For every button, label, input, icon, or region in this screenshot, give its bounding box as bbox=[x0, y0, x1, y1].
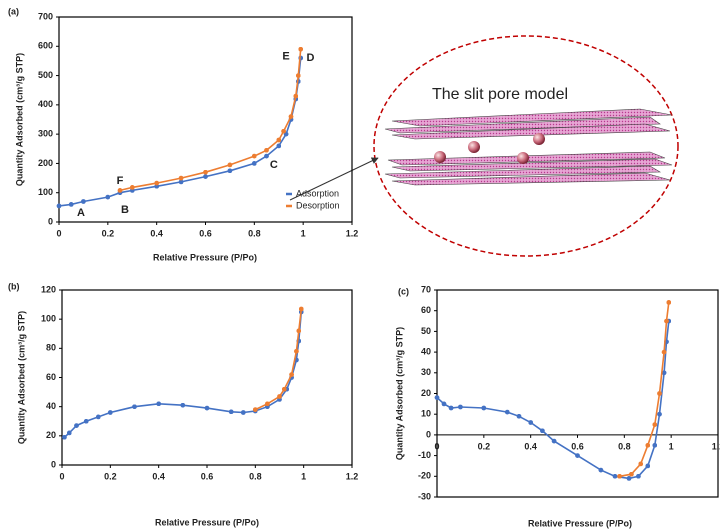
x-tick-label: 0.6 bbox=[571, 441, 584, 451]
y-tick-label: 0 bbox=[426, 429, 431, 439]
slit-layers bbox=[384, 108, 673, 186]
y-tick-label: 100 bbox=[38, 187, 53, 197]
x-tick-label: 0.6 bbox=[201, 471, 214, 481]
y-tick-label: -20 bbox=[418, 471, 431, 481]
x-tick-label: 0.4 bbox=[150, 228, 163, 238]
annotation: C bbox=[270, 159, 278, 171]
y-axis-label: Quantity Adsorbed (cm³/g STP) bbox=[394, 327, 404, 460]
y-tick-label: 50 bbox=[421, 326, 431, 336]
x-tick-label: 1 bbox=[301, 471, 306, 481]
plot-frame bbox=[61, 289, 353, 466]
y-axis-label: Quantity Adsorbed (cm³/g STP) bbox=[16, 311, 26, 444]
annotation: F bbox=[117, 175, 124, 187]
panel-label: (c) bbox=[398, 286, 409, 296]
y-axis-label: Quantity Adsorbed (cm³/g STP) bbox=[14, 53, 24, 186]
y-tick-label: 0 bbox=[51, 459, 56, 469]
annotation: E bbox=[282, 50, 289, 62]
x-tick-label: 0 bbox=[59, 471, 64, 481]
slit-pore-diagram: The slit pore model bbox=[289, 35, 679, 257]
legend-label: Adsorption bbox=[296, 188, 339, 198]
y-tick-label: 70 bbox=[421, 284, 431, 294]
annotation: B bbox=[121, 204, 129, 216]
molecule bbox=[533, 133, 545, 145]
y-tick-label: 700 bbox=[38, 11, 53, 21]
series-line bbox=[252, 306, 304, 412]
y-tick-label: 20 bbox=[421, 388, 431, 398]
y-tick-label: 40 bbox=[421, 346, 431, 356]
arrow bbox=[289, 157, 379, 201]
panel-label: (a) bbox=[8, 6, 19, 16]
x-tick-label: 0.4 bbox=[152, 471, 165, 481]
x-axis-label: Relative Pressure (P/Po) bbox=[153, 252, 257, 262]
y-tick-label: 300 bbox=[38, 129, 53, 139]
y-tick-label: 10 bbox=[421, 409, 431, 419]
x-tick-label: 0.4 bbox=[524, 441, 537, 451]
x-tick-label: 1.2 bbox=[346, 471, 359, 481]
y-tick-label: 400 bbox=[38, 99, 53, 109]
series-line bbox=[117, 46, 304, 193]
annotation: A bbox=[77, 207, 85, 219]
x-axis-label: Relative Pressure (P/Po) bbox=[528, 518, 632, 528]
panel-label: (b) bbox=[8, 281, 20, 291]
series-line bbox=[62, 309, 304, 440]
y-tick-label: 40 bbox=[46, 401, 56, 411]
diagram-title: The slit pore model bbox=[432, 86, 568, 103]
y-tick-label: -30 bbox=[418, 491, 431, 501]
y-tick-label: 30 bbox=[421, 367, 431, 377]
series-line bbox=[617, 300, 672, 479]
x-tick-label: 0.6 bbox=[199, 228, 212, 238]
x-tick-label: 0.8 bbox=[249, 471, 262, 481]
y-tick-label: 20 bbox=[46, 430, 56, 440]
y-tick-label: 200 bbox=[38, 158, 53, 168]
series-line bbox=[56, 55, 304, 209]
y-tick-label: 0 bbox=[48, 216, 53, 226]
y-tick-label: 80 bbox=[46, 343, 56, 353]
y-tick-label: -10 bbox=[418, 450, 431, 460]
x-tick-label: 0.8 bbox=[618, 441, 631, 451]
molecule bbox=[434, 151, 446, 163]
diagram-border bbox=[373, 35, 679, 257]
y-tick-label: 500 bbox=[38, 70, 53, 80]
y-tick-label: 120 bbox=[41, 284, 56, 294]
x-tick-label: 0.2 bbox=[478, 441, 491, 451]
x-tick-label: 0.8 bbox=[248, 228, 261, 238]
y-tick-label: 60 bbox=[421, 305, 431, 315]
x-axis-label: Relative Pressure (P/Po) bbox=[155, 517, 259, 527]
y-tick-label: 100 bbox=[41, 314, 56, 324]
y-tick-label: 60 bbox=[46, 372, 56, 382]
annotation: D bbox=[307, 52, 315, 64]
molecule bbox=[517, 152, 529, 164]
legend-label: Desorption bbox=[296, 200, 340, 210]
x-tick-label: 0 bbox=[434, 441, 439, 451]
x-tick-label: 0.2 bbox=[104, 471, 117, 481]
x-tick-label: 1.2 bbox=[346, 228, 359, 238]
x-tick-label: 0.2 bbox=[102, 228, 115, 238]
molecule bbox=[468, 141, 480, 153]
plot-frame bbox=[436, 289, 719, 498]
x-tick-label: 1 bbox=[301, 228, 306, 238]
series-line bbox=[434, 318, 672, 481]
y-tick-label: 600 bbox=[38, 41, 53, 51]
x-tick-label: 0 bbox=[56, 228, 61, 238]
x-tick-label: 1 bbox=[669, 441, 674, 451]
x-tick-label: 1.2 bbox=[712, 441, 720, 451]
